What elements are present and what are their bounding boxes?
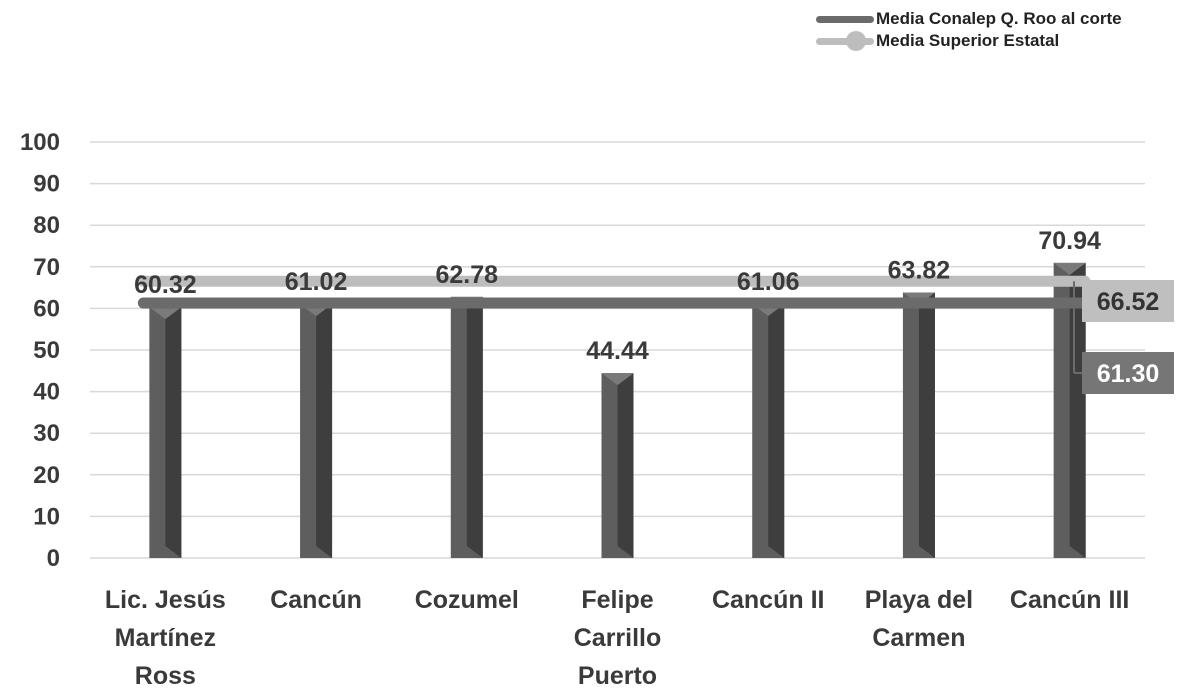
y-tick-label: 40 — [33, 379, 60, 406]
legend-marker-estatal — [846, 31, 866, 51]
bar-side — [466, 296, 483, 558]
x-category-label: Cancún II — [712, 586, 825, 614]
x-category-label: Lic. Jesús — [105, 586, 226, 614]
x-category-label: Carmen — [872, 624, 965, 652]
data-label: 62.78 — [436, 261, 499, 289]
x-category-label: Martínez — [115, 624, 216, 652]
x-category-label: Playa del — [865, 586, 973, 614]
legend: Media Conalep Q. Roo al corte Media Supe… — [812, 8, 1192, 52]
bar — [149, 307, 182, 558]
bar-side — [165, 307, 182, 558]
bar-top — [149, 307, 182, 320]
y-tick-label: 70 — [33, 254, 60, 281]
y-tick-label: 80 — [33, 212, 60, 239]
x-category-label: Puerto — [578, 662, 657, 688]
x-category-label: Ross — [135, 662, 196, 688]
data-label: 60.32 — [134, 271, 197, 299]
legend-label-estatal: Media Superior Estatal — [876, 31, 1060, 50]
legend-label-conalep: Media Conalep Q. Roo al corte — [876, 9, 1122, 28]
data-label: 63.82 — [888, 257, 951, 285]
bar — [902, 292, 935, 558]
data-label: 44.44 — [586, 337, 649, 365]
reference-label-estatal: 66.52 — [1097, 288, 1160, 316]
data-label: 61.02 — [285, 268, 348, 296]
data-label: 70.94 — [1038, 227, 1101, 255]
legend-item-estatal: Media Superior Estatal — [812, 30, 1192, 52]
y-tick-label: 10 — [33, 503, 60, 530]
bar-top — [1053, 262, 1086, 275]
reference-label-box-estatal — [1082, 280, 1174, 322]
bar — [752, 303, 785, 558]
bar — [300, 304, 333, 558]
y-tick-label: 90 — [33, 171, 60, 198]
bar-top — [601, 373, 634, 386]
reference-label-box-conalep — [1082, 352, 1174, 394]
x-category-label: Cancún — [270, 586, 362, 614]
y-tick-label: 0 — [47, 545, 60, 572]
y-tick-label: 30 — [33, 420, 60, 447]
y-tick-label: 100 — [20, 129, 60, 156]
reference-label-conalep: 61.30 — [1097, 360, 1160, 388]
bar-side — [617, 373, 634, 558]
bar — [1053, 262, 1086, 558]
legend-swatch-estatal — [816, 38, 874, 45]
bar-side — [316, 304, 333, 558]
x-category-label: Cozumel — [415, 586, 519, 614]
bar — [601, 373, 634, 558]
bar — [450, 296, 483, 558]
x-category-label: Cancún III — [1010, 586, 1129, 614]
legend-item-conalep: Media Conalep Q. Roo al corte — [812, 8, 1192, 30]
y-tick-label: 20 — [33, 462, 60, 489]
x-category-label: Carrillo — [574, 624, 662, 652]
bar-side — [918, 292, 935, 558]
bar-side — [768, 303, 785, 558]
x-category-label: Felipe — [581, 586, 653, 614]
data-label: 61.06 — [737, 268, 800, 296]
y-tick-label: 60 — [33, 295, 60, 322]
legend-swatch-conalep — [816, 16, 874, 23]
y-tick-label: 50 — [33, 337, 60, 364]
